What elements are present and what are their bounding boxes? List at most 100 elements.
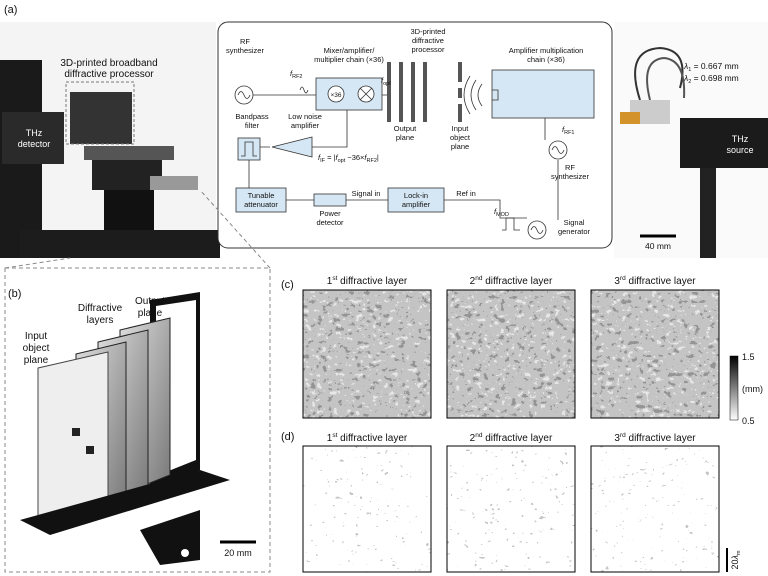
shape <box>327 85 345 103</box>
layer-title: 3rd diffractive layer <box>614 275 696 287</box>
shape <box>502 217 520 231</box>
freq-label: fIF = |fopt −36×fRF2| <box>318 153 379 164</box>
shape <box>359 87 373 101</box>
sub: 2 <box>688 79 691 85</box>
freq-label: fMOD <box>494 207 509 218</box>
sup: st <box>332 432 337 439</box>
f: f <box>364 153 367 162</box>
source-label: THz <box>732 134 749 144</box>
freq-label: fopt <box>381 76 391 87</box>
label: plane <box>396 133 414 142</box>
label: Diffractive <box>78 303 123 314</box>
text: = 0.698 mm <box>691 73 738 83</box>
label: amplifier <box>291 121 320 130</box>
shape <box>620 112 640 124</box>
contour-maps <box>302 445 728 573</box>
shape <box>447 290 575 418</box>
label: detector <box>316 218 344 227</box>
photo-left <box>0 22 220 258</box>
shape <box>591 446 719 572</box>
label: generator <box>558 227 591 236</box>
f: f <box>318 153 321 162</box>
rest: diffractive layer <box>626 276 697 287</box>
label: Output <box>135 296 165 307</box>
shape <box>591 290 719 418</box>
shape <box>680 118 768 168</box>
sup: nd <box>475 432 483 439</box>
label: diffractive <box>412 36 444 45</box>
shape <box>2 112 64 164</box>
photo-right <box>614 22 768 258</box>
shape <box>527 220 547 240</box>
shape <box>70 92 132 144</box>
num: 1 <box>327 276 333 287</box>
shape <box>237 91 251 99</box>
shape <box>20 470 230 535</box>
shape <box>86 446 94 454</box>
label: Signal <box>564 218 585 227</box>
num: 2 <box>470 433 476 444</box>
sub: RF1 <box>564 130 574 136</box>
rest: diffractive layer <box>626 433 697 444</box>
num: 3 <box>614 433 620 444</box>
panel-label: (a) <box>4 4 17 16</box>
label: RF <box>565 163 575 172</box>
num: 3 <box>614 276 620 287</box>
label: Lock-in <box>404 191 428 200</box>
shape <box>140 510 200 565</box>
shape <box>234 85 254 105</box>
sup: st <box>332 275 337 282</box>
layer-title: 2nd diffractive layer <box>470 275 553 287</box>
setup-diagram <box>217 21 613 249</box>
label: filter <box>245 121 260 130</box>
label: Power <box>319 209 341 218</box>
shape <box>303 446 431 572</box>
shape <box>458 88 462 98</box>
height-maps <box>302 289 739 421</box>
sup: rd <box>620 432 626 439</box>
label: Bandpass <box>235 112 269 121</box>
shape <box>548 140 568 160</box>
shape <box>303 290 431 418</box>
shape <box>447 446 575 572</box>
shape <box>241 141 257 157</box>
caption: 3D-printed broadband <box>60 58 157 69</box>
label: plane <box>24 355 49 366</box>
shape <box>313 193 347 207</box>
shape <box>72 428 80 436</box>
scale-label: 20 mm <box>224 548 252 558</box>
shape <box>150 176 198 190</box>
label: Low noise <box>288 112 322 121</box>
label: Mixer/amplifier/ <box>324 46 376 55</box>
layer-titles: 1st diffractive layer 2nd diffractive lay… <box>327 275 696 287</box>
sub: RF2 <box>367 158 377 164</box>
shape <box>302 445 432 573</box>
wavelength: λ2 = 0.698 mm <box>683 73 739 85</box>
sub: opt <box>383 81 391 87</box>
scale-label: 20λm <box>730 550 742 569</box>
label: RF <box>240 37 250 46</box>
label: layers <box>87 315 114 326</box>
shape <box>463 75 483 115</box>
label: Amplifier multiplication <box>509 46 584 55</box>
rest: diffractive layer <box>482 276 553 287</box>
layer-title: 3rd diffractive layer <box>614 432 696 444</box>
panel-label: (b) <box>8 288 21 300</box>
colorbar-max: 1.5 <box>742 352 755 362</box>
sub: opt <box>338 158 346 164</box>
text: −36× <box>345 153 364 162</box>
freq-label: fRF2 <box>290 69 302 80</box>
text: = 0.667 mm <box>691 61 738 71</box>
text: | <box>377 153 379 162</box>
sup: nd <box>475 275 483 282</box>
source-label: source <box>726 145 753 155</box>
rest: diffractive layer <box>337 433 408 444</box>
shape <box>590 289 720 419</box>
panel-label: (d) <box>281 431 294 443</box>
label: Input <box>25 331 47 342</box>
label: Ref in <box>456 189 476 198</box>
sub: MOD <box>496 212 509 218</box>
shape <box>458 104 462 122</box>
label: synthesizer <box>226 46 264 55</box>
shape <box>271 136 313 158</box>
